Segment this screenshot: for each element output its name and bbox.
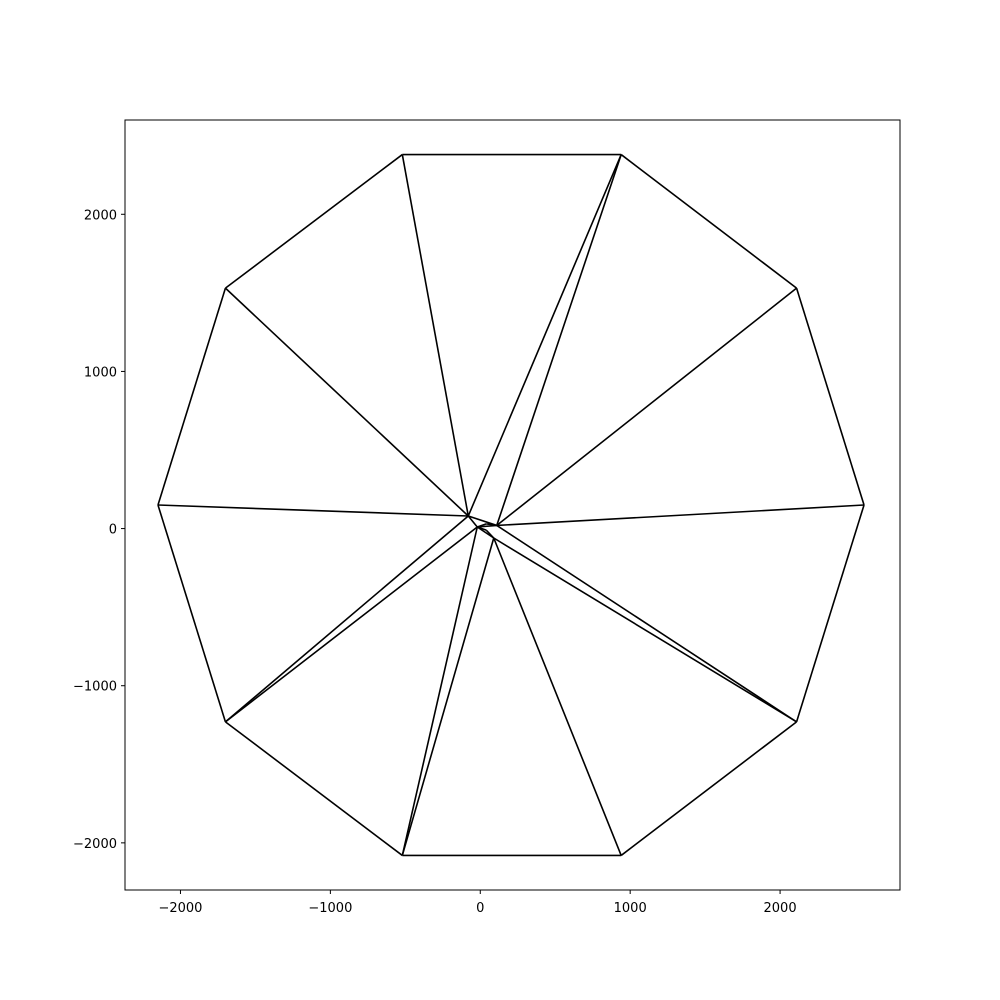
edge-20 [496,504,865,527]
edge-8 [157,287,227,506]
edge-24 [467,515,478,528]
edge-13 [224,515,469,723]
x-axis: −2000 −1000 0 1000 2000 [158,890,797,916]
edge-1 [620,153,798,289]
edge-30 [477,526,487,531]
edge-17 [493,537,622,856]
edge-12 [157,504,469,517]
x-tick-label: −2000 [158,901,202,916]
x-tick-label: 0 [476,901,484,916]
edge-9 [224,153,403,289]
edge-15 [401,526,479,856]
y-tick-label: −1000 [73,680,117,695]
edge-10 [401,154,470,517]
edge-16 [401,537,495,856]
y-tick-label: −2000 [73,837,117,852]
x-tick-label: 1000 [614,901,647,916]
plot-area-frame [124,119,901,891]
edge-28 [477,523,487,528]
x-tick-label: 2000 [764,901,797,916]
edge-22 [496,154,622,526]
edge-7 [157,504,227,723]
edge-4 [620,721,798,857]
edge-18 [493,537,797,723]
edge-11 [224,287,469,517]
edge-19 [496,524,798,723]
edge-25 [468,515,498,527]
edge-3 [795,504,865,723]
y-tick-label: 2000 [84,208,117,223]
edge-14 [224,526,478,723]
y-tick-label: 0 [109,523,117,538]
edge-29 [486,523,497,527]
y-tick-label: 1000 [84,365,117,380]
x-tick-label: −1000 [308,901,352,916]
edge-31 [485,529,495,539]
edge-21 [496,287,798,527]
edge-layer [157,153,865,857]
edge-2 [795,287,865,506]
edge-23 [467,154,622,517]
y-axis: 2000 1000 0 −1000 −2000 [73,208,125,852]
edge-6 [224,721,403,857]
